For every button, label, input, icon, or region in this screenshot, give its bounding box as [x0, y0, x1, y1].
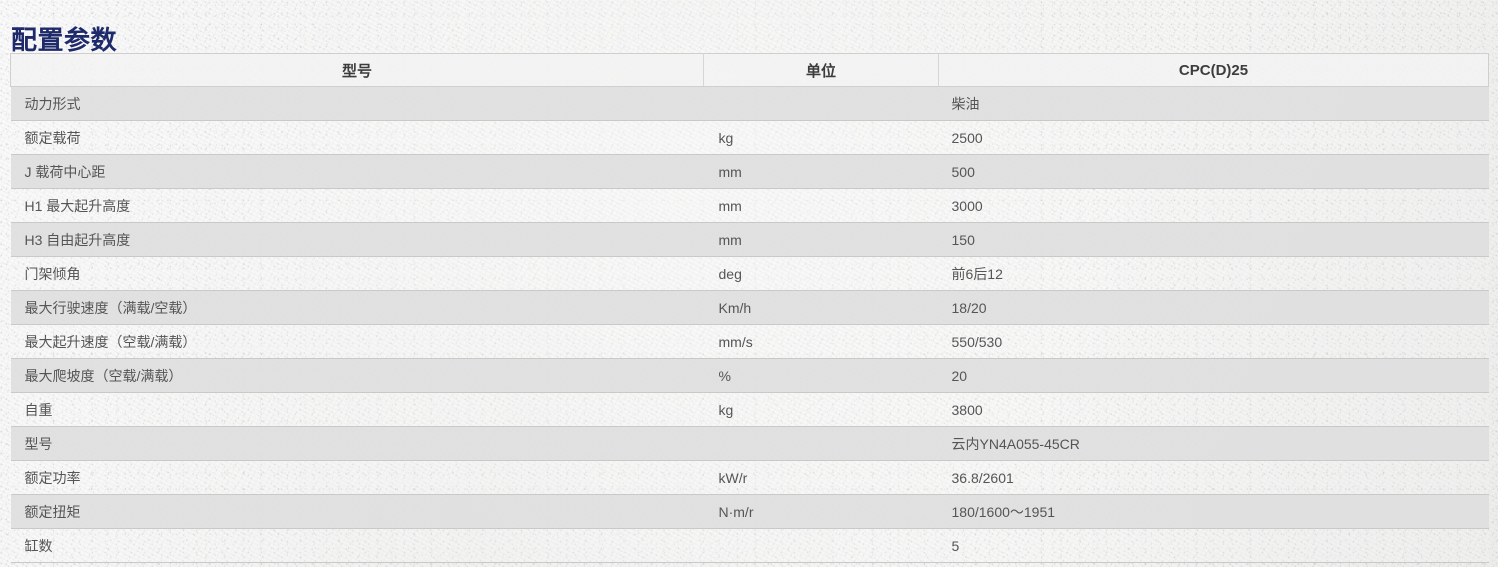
cell-parameter-unit	[703, 528, 939, 563]
table-row: 型号 云内YN4A055-45CR	[10, 426, 1489, 461]
cell-parameter-unit: Km/h	[703, 290, 939, 325]
cell-parameter-value: 550/530	[938, 324, 1489, 359]
cell-parameter-name: J 载荷中心距	[10, 154, 704, 189]
cell-parameter-name: 自重	[10, 392, 704, 427]
cell-parameter-unit	[703, 426, 939, 461]
column-header-unit: 单位	[703, 53, 939, 87]
cell-parameter-value: 18/20	[938, 290, 1489, 325]
table-row: 最大爬坡度（空载/满载）% 20	[10, 358, 1489, 393]
cell-parameter-name: 最大行驶速度（满载/空载）	[10, 290, 704, 325]
cell-parameter-unit: kg	[703, 392, 939, 427]
table-row: 额定载荷 kg 2500	[10, 120, 1489, 155]
spec-table-container: 型号 单位 CPC(D)25 动力形式 柴油 额定载荷 kg 2500 J 载荷中心距 mm…	[10, 53, 1489, 563]
cell-parameter-value: 2500	[938, 120, 1489, 155]
cell-parameter-name: 额定载荷	[10, 120, 704, 155]
cell-parameter-value: 36.8/2601	[938, 460, 1489, 495]
cell-parameter-value: 500	[938, 154, 1489, 189]
cell-parameter-name: H3 自由起升高度	[10, 222, 704, 257]
cell-parameter-value: 3000	[938, 188, 1489, 223]
cell-parameter-value: 5	[938, 528, 1489, 563]
table-row: H1 最大起升高度 mm 3000	[10, 188, 1489, 223]
cell-parameter-name: 动力形式	[10, 86, 704, 121]
cell-parameter-name: 型号	[10, 426, 704, 461]
table-row: H3 自由起升高度 mm 150	[10, 222, 1489, 257]
cell-parameter-unit	[703, 86, 939, 121]
spec-table: 型号 单位 CPC(D)25 动力形式 柴油 额定载荷 kg 2500 J 载荷中心距 mm…	[10, 53, 1489, 563]
column-header-model: 型号	[10, 53, 704, 87]
table-row: 最大行驶速度（满载/空载） Km/h 18/20	[10, 290, 1489, 325]
cell-parameter-unit: kg	[703, 120, 939, 155]
cell-parameter-value: 150	[938, 222, 1489, 257]
column-header-value: CPC(D)25	[938, 53, 1489, 87]
cell-parameter-value: 前6后12	[938, 256, 1489, 291]
table-row: 最大起升速度（空载/满载） mm/s 550/530	[10, 324, 1489, 359]
cell-parameter-unit: mm	[703, 222, 939, 257]
cell-parameter-name: 门架倾角	[10, 256, 704, 291]
cell-parameter-value: 云内YN4A055-45CR	[938, 426, 1489, 461]
table-header: 型号 单位 CPC(D)25	[10, 53, 1489, 87]
cell-parameter-name: 额定功率	[10, 460, 704, 495]
cell-parameter-unit: mm/s	[703, 324, 939, 359]
cell-parameter-name: 最大起升速度（空载/满载）	[10, 324, 704, 359]
page-title: 配置参数	[11, 25, 118, 56]
table-body: 动力形式 柴油 额定载荷 kg 2500 J 载荷中心距 mm 500 H1 最大起升高度 mm 3…	[10, 86, 1489, 563]
table-row: 缸数 5	[10, 528, 1489, 563]
table-row: 额定功率 kW/r 36.8/2601	[10, 460, 1489, 495]
table-row: 自重 kg 3800	[10, 392, 1489, 427]
cell-parameter-value: 柴油	[938, 86, 1489, 121]
table-row: 额定扭矩 N·m/r 180/1600～1951	[10, 494, 1489, 529]
cell-parameter-unit: mm	[703, 154, 939, 189]
cell-parameter-unit: deg	[703, 256, 939, 291]
cell-parameter-unit: kW/r	[703, 460, 939, 495]
cell-parameter-name: H1 最大起升高度	[10, 188, 704, 223]
table-header-row: 型号 单位 CPC(D)25	[10, 53, 1489, 87]
cell-parameter-unit: %	[703, 358, 939, 393]
cell-parameter-value: 20	[938, 358, 1489, 393]
cell-parameter-name: 额定扭矩	[10, 494, 704, 529]
table-row: 动力形式 柴油	[10, 86, 1489, 121]
cell-parameter-unit: N·m/r	[703, 494, 939, 529]
cell-parameter-unit: mm	[703, 188, 939, 223]
cell-parameter-name: 缸数	[10, 528, 704, 563]
table-row: J 载荷中心距 mm 500	[10, 154, 1489, 189]
cell-parameter-value: 180/1600～1951	[938, 494, 1489, 529]
cell-parameter-value: 3800	[938, 392, 1489, 427]
table-row: 门架倾角 deg 前6后12	[10, 256, 1489, 291]
cell-parameter-name: 最大爬坡度（空载/满载）	[10, 358, 704, 393]
